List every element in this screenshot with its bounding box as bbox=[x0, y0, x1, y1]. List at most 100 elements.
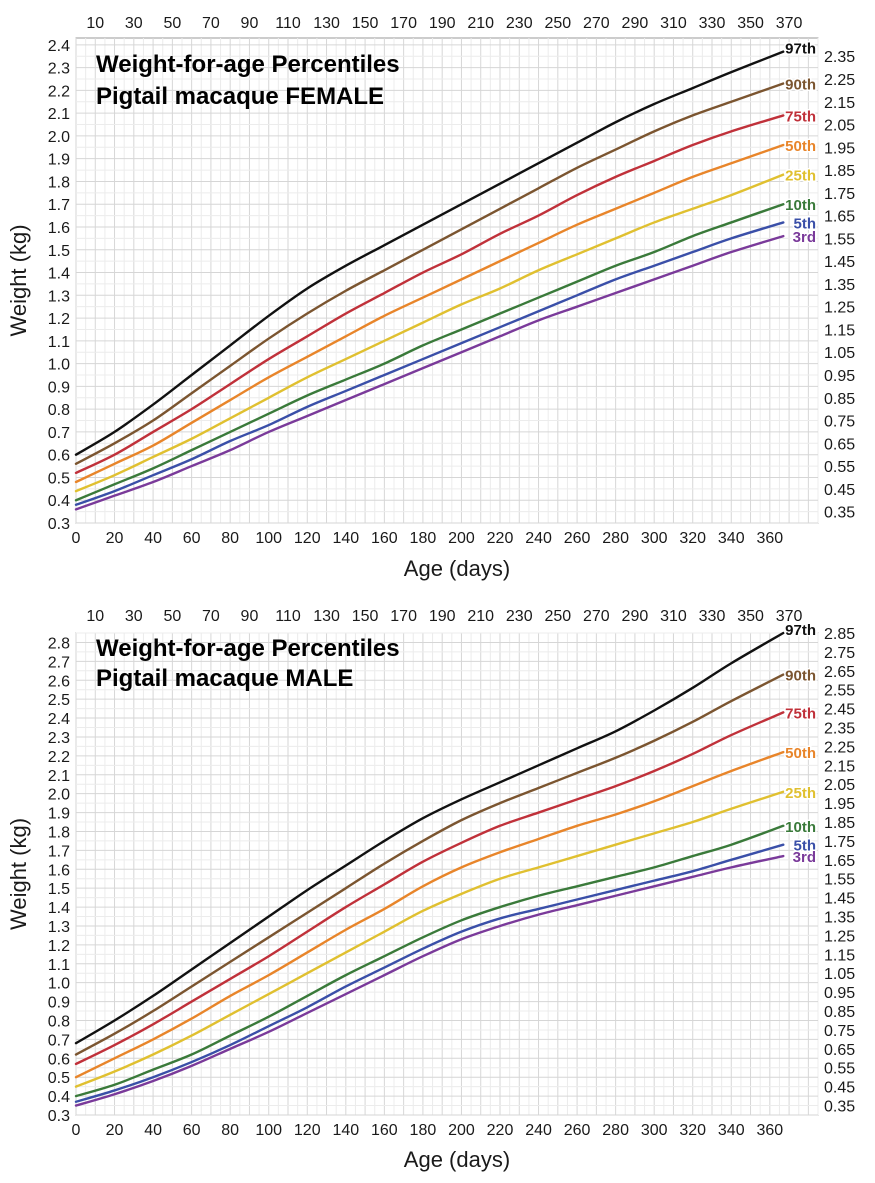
y-right-tick-label: 1.35 bbox=[824, 277, 855, 294]
x-top-tick-label: 370 bbox=[776, 608, 803, 625]
series-line-90th bbox=[74, 82, 785, 465]
x-tick-label: 280 bbox=[602, 530, 629, 547]
y-right-tick-label: 0.45 bbox=[824, 482, 855, 499]
y-tick-label: 1.8 bbox=[48, 174, 70, 191]
y-right-tick-label: 1.15 bbox=[824, 322, 855, 339]
x-top-tick-label: 330 bbox=[699, 608, 726, 625]
x-tick-label: 320 bbox=[679, 530, 706, 547]
x-top-tick-label: 230 bbox=[506, 608, 533, 625]
series-label-10th: 10th bbox=[785, 819, 816, 836]
x-top-tick-label: 10 bbox=[86, 15, 104, 32]
male-chart-panel: 0 20 40 60 80 100 120 140 160 180 200 220 240 260 280 3… bbox=[0, 597, 875, 1183]
y-right-tick-label: 1.45 bbox=[824, 891, 855, 908]
x-tick-label: 40 bbox=[144, 1122, 162, 1139]
x-top-tick-label: 310 bbox=[660, 15, 687, 32]
y-right-tick-label: 1.95 bbox=[824, 796, 855, 813]
x-tick-label: 100 bbox=[255, 530, 282, 547]
x-top-tick-label: 310 bbox=[660, 608, 687, 625]
x-top-tick-label: 150 bbox=[352, 15, 379, 32]
y-right-tick-label: 2.55 bbox=[824, 683, 855, 700]
series-label-50th: 50th bbox=[785, 745, 816, 762]
y-right-tick-label: 1.95 bbox=[824, 140, 855, 157]
series-line-25th bbox=[74, 173, 785, 493]
series-label-5th: 5th bbox=[794, 215, 817, 232]
y-right-tick-label: 2.15 bbox=[824, 758, 855, 775]
y-tick-label: 0.5 bbox=[48, 1070, 70, 1087]
x-tick-label: 60 bbox=[183, 530, 201, 547]
series-label-75th: 75th bbox=[785, 705, 816, 722]
y-tick-label: 2.2 bbox=[48, 749, 70, 766]
x-top-tick-label: 90 bbox=[241, 15, 259, 32]
x-tick-label: 220 bbox=[487, 530, 514, 547]
x-top-tick-label: 350 bbox=[737, 608, 764, 625]
y-right-tick-label: 1.65 bbox=[824, 209, 855, 226]
x-axis-title: Age (days) bbox=[404, 556, 510, 581]
chart-title: Weight-for-age Percentiles bbox=[96, 635, 400, 662]
y-tick-label: 1.7 bbox=[48, 197, 70, 214]
y-tick-label: 1.1 bbox=[48, 957, 70, 974]
y-tick-label: 2.3 bbox=[48, 61, 70, 78]
series-label-3rd: 3rd bbox=[793, 849, 816, 866]
x-tick-label: 340 bbox=[718, 1122, 745, 1139]
series-label-25th: 25th bbox=[785, 168, 816, 185]
y-right-tick-label: 2.85 bbox=[824, 626, 855, 643]
x-top-tick-label: 350 bbox=[737, 15, 764, 32]
y-right-tick-label: 2.05 bbox=[824, 118, 855, 135]
y-tick-label: 2.1 bbox=[48, 106, 70, 123]
chart-subtitle: Pigtail macaque FEMALE bbox=[96, 83, 384, 110]
y-tick-label: 1.8 bbox=[48, 824, 70, 841]
y-tick-label: 2.1 bbox=[48, 768, 70, 785]
y-right-tick-label: 0.85 bbox=[824, 1004, 855, 1021]
y-right-tick-label: 0.35 bbox=[824, 1099, 855, 1116]
y-tick-label: 0.7 bbox=[48, 1032, 70, 1049]
y-right-tick-label: 1.75 bbox=[824, 834, 855, 851]
y-right-tick-label: 2.65 bbox=[824, 664, 855, 681]
x-top-tick-label: 70 bbox=[202, 608, 220, 625]
x-top-tick-label: 110 bbox=[275, 608, 301, 625]
y-tick-label: 1.3 bbox=[48, 288, 70, 305]
y-right-tick-label: 2.75 bbox=[824, 645, 855, 662]
x-tick-label: 40 bbox=[144, 530, 162, 547]
x-top-tick-label: 290 bbox=[622, 15, 649, 32]
y-tick-label: 0.3 bbox=[48, 1108, 70, 1125]
y-right-tick-label: 1.35 bbox=[824, 910, 855, 927]
y-right-tick-label: 0.95 bbox=[824, 368, 855, 385]
y-tick-label: 1.0 bbox=[48, 976, 70, 993]
series-label-90th: 90th bbox=[785, 77, 816, 94]
y-right-tick-label: 0.75 bbox=[824, 414, 855, 431]
y-axis-title: Weight (kg) bbox=[6, 224, 31, 336]
x-tick-label: 340 bbox=[718, 530, 745, 547]
x-tick-label: 180 bbox=[410, 1122, 437, 1139]
y-tick-label: 2.7 bbox=[48, 654, 70, 671]
y-tick-label: 1.9 bbox=[48, 152, 70, 169]
x-top-tick-label: 30 bbox=[125, 608, 143, 625]
x-top-tick-label: 30 bbox=[125, 15, 143, 32]
x-top-tick-label: 290 bbox=[622, 608, 649, 625]
y-right-tick-label: 0.85 bbox=[824, 391, 855, 408]
x-tick-label: 360 bbox=[756, 1122, 783, 1139]
y-tick-label: 1.4 bbox=[48, 900, 70, 917]
series-label-90th: 90th bbox=[785, 668, 816, 685]
y-right-tick-label: 1.65 bbox=[824, 853, 855, 870]
y-right-tick-label: 2.15 bbox=[824, 95, 855, 112]
series-lines bbox=[74, 50, 785, 511]
x-tick-label: 280 bbox=[602, 1122, 629, 1139]
y-right-tick-label: 0.35 bbox=[824, 505, 855, 522]
x-top-tick-label: 190 bbox=[429, 15, 456, 32]
y-right-tick-label: 0.75 bbox=[824, 1023, 855, 1040]
x-tick-label: 120 bbox=[294, 530, 321, 547]
female-weight-chart: 0 20 40 60 80 100 120 140 160 180 200 220 240 260 280 3… bbox=[6, 15, 855, 581]
y-right-tick-label: 0.55 bbox=[824, 1061, 855, 1078]
x-top-tick-label: 270 bbox=[583, 608, 610, 625]
y-tick-label: 1.0 bbox=[48, 357, 70, 374]
series-label-10th: 10th bbox=[785, 197, 816, 214]
series-label-5th: 5th bbox=[794, 838, 817, 855]
y-tick-label: 1.3 bbox=[48, 919, 70, 936]
y-right-tick-label: 2.05 bbox=[824, 777, 855, 794]
y-right-tick-label: 1.55 bbox=[824, 872, 855, 889]
y-tick-label: 2.2 bbox=[48, 83, 70, 100]
y-tick-label: 1.2 bbox=[48, 311, 70, 328]
y-right-tick-label: 2.35 bbox=[824, 49, 855, 66]
x-top-tick-label: 370 bbox=[776, 15, 803, 32]
y-right-tick-label: 1.55 bbox=[824, 231, 855, 248]
